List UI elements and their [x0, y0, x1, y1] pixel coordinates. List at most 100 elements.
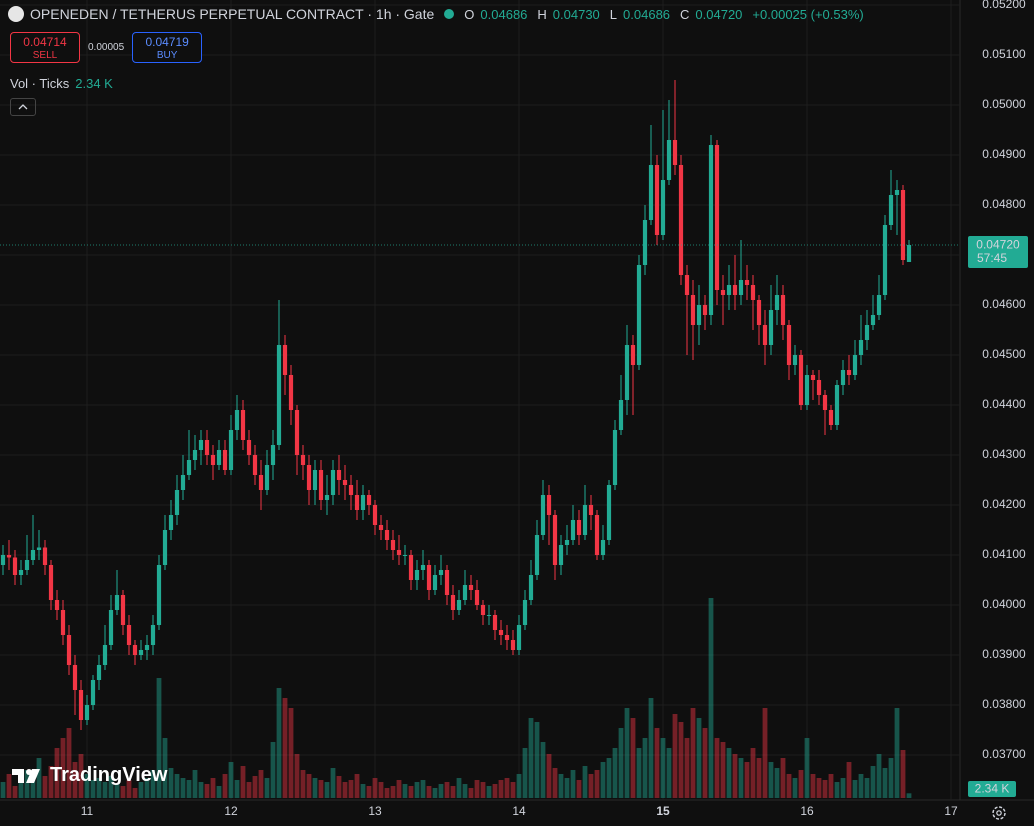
volume-bar	[312, 778, 318, 798]
settings-icon[interactable]	[992, 806, 1006, 820]
volume-bar	[180, 778, 186, 798]
header: OPENEDEN / TETHERUS PERPETUAL CONTRACT ·…	[8, 6, 868, 22]
candle-body	[786, 325, 792, 365]
volume-bar	[522, 748, 528, 798]
volume-bar	[840, 778, 846, 798]
x-tick-label: 17	[944, 804, 958, 818]
volume-bar	[24, 770, 30, 798]
candle-body	[324, 495, 330, 500]
candle-body	[0, 555, 6, 565]
volume-bar	[768, 762, 774, 798]
buy-button[interactable]: 0.04719 BUY	[132, 32, 203, 63]
candle-body	[378, 525, 384, 530]
change: +0.00025 (+0.53%)	[752, 6, 864, 22]
volume-bar	[72, 762, 78, 798]
candle-body	[294, 410, 300, 455]
volume-bar	[402, 784, 408, 798]
candle-body	[534, 535, 540, 575]
symbol-title[interactable]: OPENEDEN / TETHERUS PERPETUAL CONTRACT ·…	[30, 6, 435, 22]
candle-body	[600, 540, 606, 555]
candle-body	[276, 345, 282, 445]
candle-body	[612, 430, 618, 485]
volume-bar	[168, 768, 174, 798]
candle-body	[606, 485, 612, 540]
volume-bar	[228, 762, 234, 798]
volume-bar	[624, 708, 630, 798]
candle-body	[480, 605, 486, 615]
volume-bar	[384, 788, 390, 798]
sell-label: SELL	[32, 50, 58, 61]
candle-body	[828, 410, 834, 425]
volume-bar	[900, 750, 906, 798]
candle-body	[132, 645, 138, 655]
volume-bar	[12, 786, 18, 798]
candle-body	[870, 315, 876, 325]
volume-bar	[630, 718, 636, 798]
candle-body	[18, 570, 24, 575]
volume-bar	[60, 738, 66, 798]
candle-body	[192, 450, 198, 460]
candle-body	[282, 345, 288, 375]
volume-bar	[102, 782, 108, 798]
volume-bar	[750, 748, 756, 798]
candle-body	[474, 590, 480, 605]
y-tick-label: 0.04500	[982, 347, 1026, 361]
x-tick-label: 11	[81, 804, 94, 818]
candle-body	[462, 585, 468, 600]
collapse-button[interactable]	[10, 98, 36, 116]
volume-bar	[276, 688, 282, 798]
volume-bar	[534, 722, 540, 798]
volume-bar	[858, 774, 864, 798]
candle-body	[690, 295, 696, 325]
candle-body	[354, 495, 360, 510]
volume-bar	[600, 762, 606, 798]
candle-body	[510, 640, 516, 650]
candle-body	[648, 165, 654, 220]
candle-body	[570, 520, 576, 540]
volume-bar	[288, 708, 294, 798]
volume-bar	[234, 780, 240, 798]
candle-body	[228, 430, 234, 470]
volume-bar	[396, 780, 402, 798]
x-tick-label: 16	[800, 804, 814, 818]
volume-bar	[336, 776, 342, 798]
candle-body	[744, 280, 750, 285]
candle-body	[834, 385, 840, 425]
candle-body	[36, 547, 42, 550]
candle-body	[246, 440, 252, 455]
volume-bar	[204, 784, 210, 798]
sell-price: 0.04714	[23, 35, 67, 49]
candle-body	[780, 295, 786, 325]
volume-bar	[642, 738, 648, 798]
volume-bar	[498, 780, 504, 798]
volume-bar	[672, 714, 678, 798]
volume-bar	[474, 780, 480, 798]
candle-body	[558, 545, 564, 565]
volume-bar	[684, 738, 690, 798]
candle-body	[372, 505, 378, 525]
candle-body	[504, 635, 510, 640]
volume-bar	[36, 758, 42, 798]
volume-bar	[198, 782, 204, 798]
candle-body	[516, 625, 522, 650]
volume-bar	[756, 758, 762, 798]
candle-body	[906, 245, 912, 262]
volume-bar	[540, 742, 546, 798]
volume-bar	[432, 788, 438, 798]
volume-bar	[138, 782, 144, 798]
volume-bar	[306, 774, 312, 798]
volume-bar	[222, 774, 228, 798]
sell-button[interactable]: 0.04714 SELL	[10, 32, 80, 63]
y-tick-label: 0.04100	[982, 547, 1026, 561]
x-tick-label: 13	[368, 804, 382, 818]
volume-bar	[132, 788, 138, 798]
candle-body	[594, 515, 600, 555]
y-tick-label: 0.04400	[982, 397, 1026, 411]
candle-body	[78, 690, 84, 720]
candle-body	[588, 505, 594, 515]
candle-body	[90, 680, 96, 705]
volume-bar	[654, 728, 660, 798]
volume-bar	[864, 778, 870, 798]
